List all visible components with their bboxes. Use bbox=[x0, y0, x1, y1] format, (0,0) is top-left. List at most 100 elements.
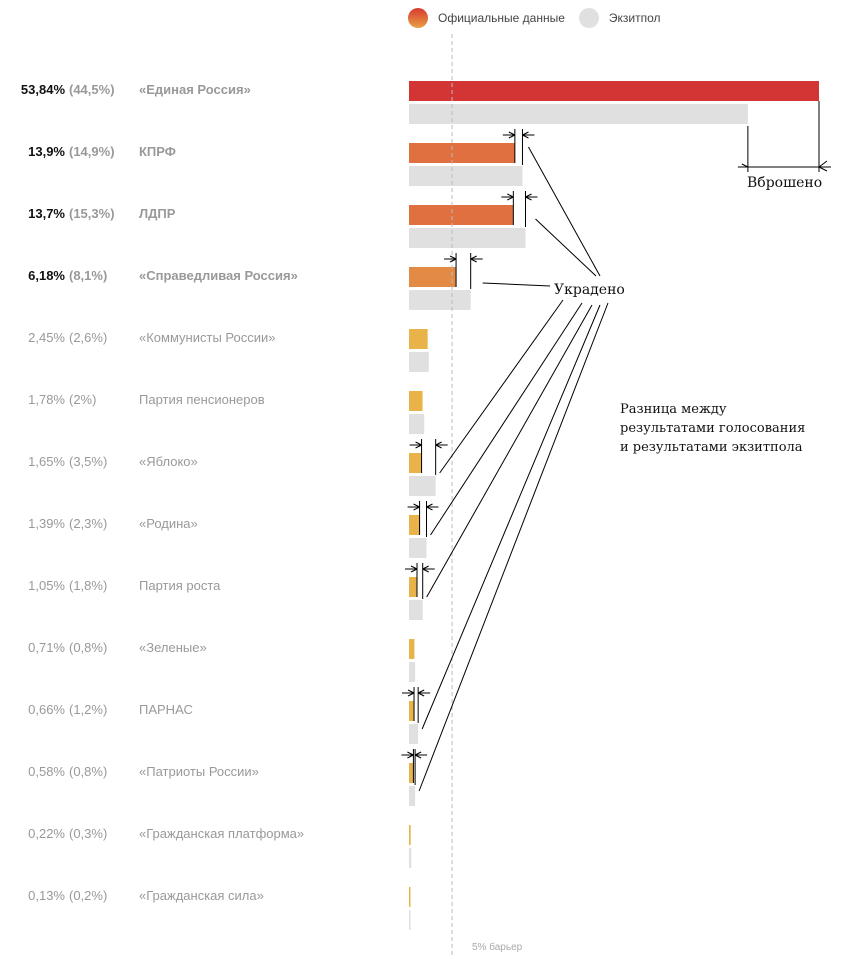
dimension-arrowhead bbox=[507, 193, 514, 198]
annotation-difference-line1: Разница между bbox=[620, 402, 727, 417]
dimension-arrowhead bbox=[407, 692, 415, 697]
exitpoll-bar bbox=[409, 104, 748, 124]
official-value: 2,45% bbox=[28, 330, 65, 345]
table-row: 6,18% (8,1%) «Справедливая Россия» bbox=[0, 266, 842, 286]
dimension-arrowhead bbox=[435, 441, 442, 446]
dimension-arrowhead bbox=[410, 568, 418, 573]
dimension-arrowhead bbox=[426, 506, 433, 511]
party-name: «Родина» bbox=[139, 516, 198, 531]
official-value: 1,78% bbox=[28, 392, 65, 407]
table-row: 1,39% (2,3%) «Родина» bbox=[0, 514, 842, 534]
dimension-arrowhead bbox=[449, 255, 457, 260]
dimension-arrowhead bbox=[508, 134, 516, 139]
dimension-arrowhead bbox=[818, 166, 828, 172]
official-bar bbox=[409, 267, 457, 287]
dimension-arrowhead bbox=[415, 444, 422, 449]
official-value: 1,65% bbox=[28, 454, 65, 469]
dimension-arrowhead bbox=[525, 193, 532, 198]
dimension-arrowhead bbox=[435, 444, 442, 449]
official-value: 0,13% bbox=[28, 888, 65, 903]
party-name: «Зеленые» bbox=[139, 640, 207, 655]
legend-exitpoll-swatch bbox=[578, 8, 599, 28]
official-value: 0,71% bbox=[28, 640, 65, 655]
exitpoll-bar bbox=[409, 476, 436, 496]
table-row: 0,66% (1,2%) ПАРНАС bbox=[0, 700, 842, 720]
legend: Официальные данные Экзитпол bbox=[408, 8, 661, 28]
exitpoll-bar bbox=[409, 166, 523, 186]
leader-line bbox=[535, 218, 597, 277]
table-row: 53,84% (44,5%) «Единая Россия» bbox=[0, 80, 842, 100]
exitpoll-value: (1,2%) bbox=[69, 702, 108, 717]
exitpoll-bar bbox=[409, 228, 526, 248]
legend-official-swatch bbox=[408, 8, 428, 28]
dimension-arrowhead bbox=[522, 134, 529, 139]
dimension-arrowhead bbox=[407, 754, 414, 759]
exitpoll-value: (15,3%) bbox=[69, 206, 115, 221]
dimension-arrowhead bbox=[407, 751, 414, 756]
legend-official-label: Официальные данные bbox=[438, 11, 565, 25]
exitpoll-bar bbox=[409, 724, 419, 744]
table-row: 0,58% (0,8%) «Патриоты России» bbox=[0, 762, 842, 782]
dimension-arrowhead bbox=[410, 565, 418, 570]
exitpoll-bar bbox=[409, 352, 429, 372]
exitpoll-value: (14,9%) bbox=[69, 144, 115, 159]
leader-line bbox=[421, 304, 601, 730]
legend-exitpoll-label: Экзитпол bbox=[608, 11, 661, 25]
dimension-arrowhead bbox=[414, 754, 422, 759]
official-bar bbox=[409, 515, 420, 535]
party-name: «Патриоты России» bbox=[139, 764, 259, 779]
dimension-arrowhead bbox=[422, 568, 429, 573]
annotation-difference-line3: и результатами экзитпола bbox=[620, 440, 803, 455]
leader-line bbox=[528, 146, 601, 277]
party-name: ПАРНАС bbox=[139, 702, 193, 717]
leader-line bbox=[418, 302, 609, 792]
exitpoll-value: (2,6%) bbox=[69, 330, 108, 345]
dimension-arrowhead bbox=[470, 255, 477, 260]
exitpoll-value: (1,8%) bbox=[69, 578, 108, 593]
exitpoll-bar bbox=[409, 910, 411, 930]
table-row: 2,45% (2,6%) «Коммунисты России» bbox=[0, 328, 842, 348]
leader-line bbox=[482, 282, 551, 287]
dimension-arrowhead bbox=[417, 689, 425, 694]
dimension-arrowhead bbox=[415, 441, 422, 446]
party-name: «Яблоко» bbox=[139, 454, 198, 469]
dimension-arrowhead bbox=[525, 196, 532, 201]
table-row: 1,05% (1,8%) Партия роста bbox=[0, 576, 842, 596]
dimension-arrowhead bbox=[407, 689, 415, 694]
party-name: «Справедливая Россия» bbox=[139, 268, 298, 283]
table-row: 1,65% (3,5%) «Яблоко» bbox=[0, 452, 842, 472]
barrier-label: 5% барьер bbox=[472, 942, 523, 953]
leader-line bbox=[426, 304, 593, 598]
dimension-arrowhead bbox=[426, 503, 433, 508]
exitpoll-value: (0,3%) bbox=[69, 826, 108, 841]
official-value: 1,05% bbox=[28, 578, 65, 593]
dimension-arrowhead bbox=[508, 131, 516, 136]
annotation-difference-line2: результатами голосования bbox=[620, 421, 806, 436]
exitpoll-value: (0,8%) bbox=[69, 764, 108, 779]
dimension-arrowhead bbox=[414, 751, 422, 756]
official-bar bbox=[409, 81, 819, 101]
dimension-arrowhead bbox=[507, 196, 514, 201]
exitpoll-value: (3,5%) bbox=[69, 454, 108, 469]
official-value: 0,58% bbox=[28, 764, 65, 779]
official-bar bbox=[409, 329, 428, 349]
official-bar bbox=[409, 701, 415, 721]
annotation-stolen: Украдено bbox=[554, 282, 625, 298]
party-name: «Гражданская сила» bbox=[139, 888, 264, 903]
official-value: 1,39% bbox=[28, 516, 65, 531]
official-value: 0,22% bbox=[28, 826, 65, 841]
official-bar bbox=[409, 639, 415, 659]
official-bar bbox=[409, 825, 411, 845]
exitpoll-bar bbox=[409, 662, 416, 682]
exitpoll-value: (2,3%) bbox=[69, 516, 108, 531]
exitpoll-bar bbox=[409, 600, 423, 620]
official-bar bbox=[409, 577, 417, 597]
party-name: Партия пенсионеров bbox=[139, 392, 265, 407]
table-row: 13,7% (15,3%) ЛДПР bbox=[0, 204, 842, 224]
exitpoll-bar bbox=[409, 786, 416, 806]
official-value: 0,66% bbox=[28, 702, 65, 717]
dimension-arrowhead bbox=[818, 160, 828, 168]
party-name: Партия роста bbox=[139, 578, 221, 593]
party-name: КПРФ bbox=[139, 144, 176, 159]
